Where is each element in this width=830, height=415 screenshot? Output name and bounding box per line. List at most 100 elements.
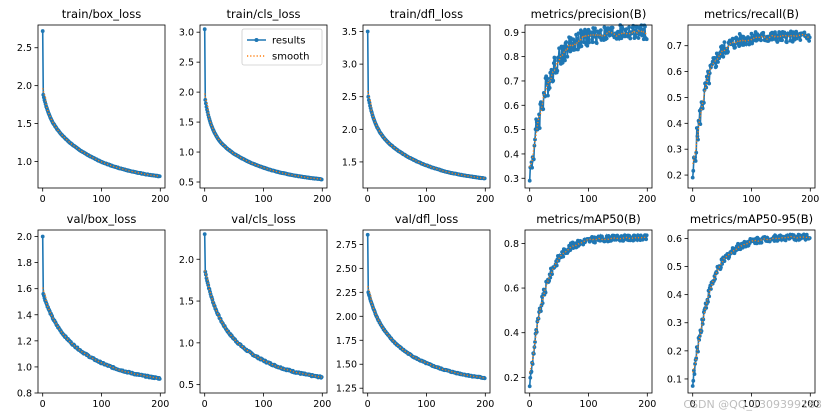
results-point xyxy=(537,126,542,130)
y-tick-label: 0.9 xyxy=(504,28,519,39)
y-tick-label: 1.4 xyxy=(17,310,32,321)
y-tick-label: 0.2 xyxy=(667,346,682,357)
legend: results smooth xyxy=(241,28,323,66)
x-tick-label: 0 xyxy=(527,194,533,205)
results-point xyxy=(203,101,208,106)
results-line xyxy=(41,236,161,381)
y-tick-label: 1.0 xyxy=(17,362,32,373)
chart-title: val/cls_loss xyxy=(231,212,295,226)
chart-metrics-recall-b-: metrics/recall(B) 0 100 200 0.2 0.3 0.4 0.5 0.6 0… xyxy=(667,7,819,205)
results-point xyxy=(598,28,603,32)
results-point xyxy=(712,56,717,60)
results-point xyxy=(749,31,754,36)
chart-train-box-loss: train/box_loss 0 100 200 1.0 1.5 2.0 2.5 xyxy=(17,7,169,205)
results-point xyxy=(528,375,533,380)
results-point xyxy=(202,232,207,237)
axes-frame xyxy=(362,229,491,394)
results-point xyxy=(620,26,625,31)
results-point xyxy=(636,36,641,40)
results-point xyxy=(713,60,717,65)
y-tick-label: 1.0 xyxy=(179,338,194,349)
y-tick-label: 2.5 xyxy=(17,43,32,54)
results-point xyxy=(561,44,566,49)
axes-frame xyxy=(37,24,166,189)
y-tick-label: 0.5 xyxy=(179,380,194,391)
smooth-line xyxy=(529,29,648,168)
results-point xyxy=(529,369,534,374)
results-point xyxy=(775,40,780,44)
x-tick-label: 200 xyxy=(801,194,819,205)
legend-smooth-label: smooth xyxy=(272,52,309,63)
x-tick-label: 0 xyxy=(365,194,371,205)
chart-title: train/cls_loss xyxy=(226,7,300,21)
y-tick-label: 0.1 xyxy=(667,374,682,385)
results-point xyxy=(579,44,584,49)
results-point xyxy=(644,37,649,42)
results-line xyxy=(691,232,811,387)
results-line xyxy=(366,31,485,180)
y-tick-label: 1.50 xyxy=(336,360,357,371)
results-point xyxy=(557,59,562,63)
results-point xyxy=(631,27,636,32)
results-point xyxy=(589,30,594,35)
results-point xyxy=(561,47,566,52)
legend-results-label: results xyxy=(272,36,306,47)
y-tick-label: 0.4 xyxy=(504,328,519,339)
x-tick-label: 100 xyxy=(92,194,110,205)
results-point xyxy=(549,67,554,72)
results-point xyxy=(802,30,807,35)
x-tick-label: 100 xyxy=(254,399,272,410)
axes-frame xyxy=(362,24,491,189)
x-tick-label: 200 xyxy=(151,194,169,205)
results-point xyxy=(530,165,534,170)
y-tick-label: 1.5 xyxy=(17,119,32,130)
results-point xyxy=(736,37,741,42)
results-point xyxy=(759,240,764,245)
y-tick-label: 2.5 xyxy=(342,92,357,103)
y-tick-label: 0.5 xyxy=(667,93,682,104)
results-point xyxy=(733,45,737,50)
axes-frame xyxy=(524,24,653,189)
results-point xyxy=(552,55,557,60)
results-point xyxy=(714,64,719,69)
results-point xyxy=(694,356,699,361)
y-tick-label: 0.7 xyxy=(667,41,682,52)
x-tick-label: 100 xyxy=(579,399,597,410)
axes-frame xyxy=(524,229,653,394)
results-point xyxy=(553,58,557,63)
smooth-line xyxy=(42,287,160,379)
smooth-line xyxy=(42,88,160,177)
results-point xyxy=(570,240,575,245)
results-point xyxy=(719,265,723,270)
chart-train-dfl-loss: train/dfl_loss 0 100 200 1.5 2.0 2.5 3.0 3.5 xyxy=(342,7,494,205)
results-point xyxy=(752,33,757,38)
y-tick-label: 2.75 xyxy=(336,240,357,251)
y-tick-label: 0.2 xyxy=(667,171,682,182)
results-point xyxy=(694,345,699,350)
smooth-line xyxy=(367,90,485,179)
results-point xyxy=(547,85,552,90)
smooth-line xyxy=(692,33,811,165)
chart-metrics-map50-95-b-: metrics/mAP50-95(B) 0 100 200 0.1 0.2 0.3 0.4 0.… xyxy=(667,212,819,410)
results-point xyxy=(804,232,809,237)
x-tick-label: 200 xyxy=(476,194,494,205)
x-tick-label: 0 xyxy=(690,194,696,205)
results-point xyxy=(693,159,698,163)
smooth-line xyxy=(529,236,648,373)
results-point xyxy=(581,40,586,45)
chart-val-dfl-loss: val/dfl_loss 0 100 200 1.25 1.50 1.75 2.00 2.25 2… xyxy=(336,212,495,410)
results-point xyxy=(548,70,553,75)
chart-title: metrics/mAP50-95(B) xyxy=(690,212,813,226)
smooth-line xyxy=(367,286,485,379)
y-tick-label: 0.6 xyxy=(504,284,519,295)
results-line xyxy=(41,31,160,178)
results-point xyxy=(203,272,208,277)
smooth-line xyxy=(692,235,810,373)
chart-title: train/box_loss xyxy=(62,7,141,21)
y-tick-label: 0.5 xyxy=(179,178,194,189)
y-tick-label: 2.25 xyxy=(336,288,357,299)
axes-frame xyxy=(37,229,166,394)
axes-frame xyxy=(687,229,816,394)
x-tick-label: 200 xyxy=(151,399,169,410)
